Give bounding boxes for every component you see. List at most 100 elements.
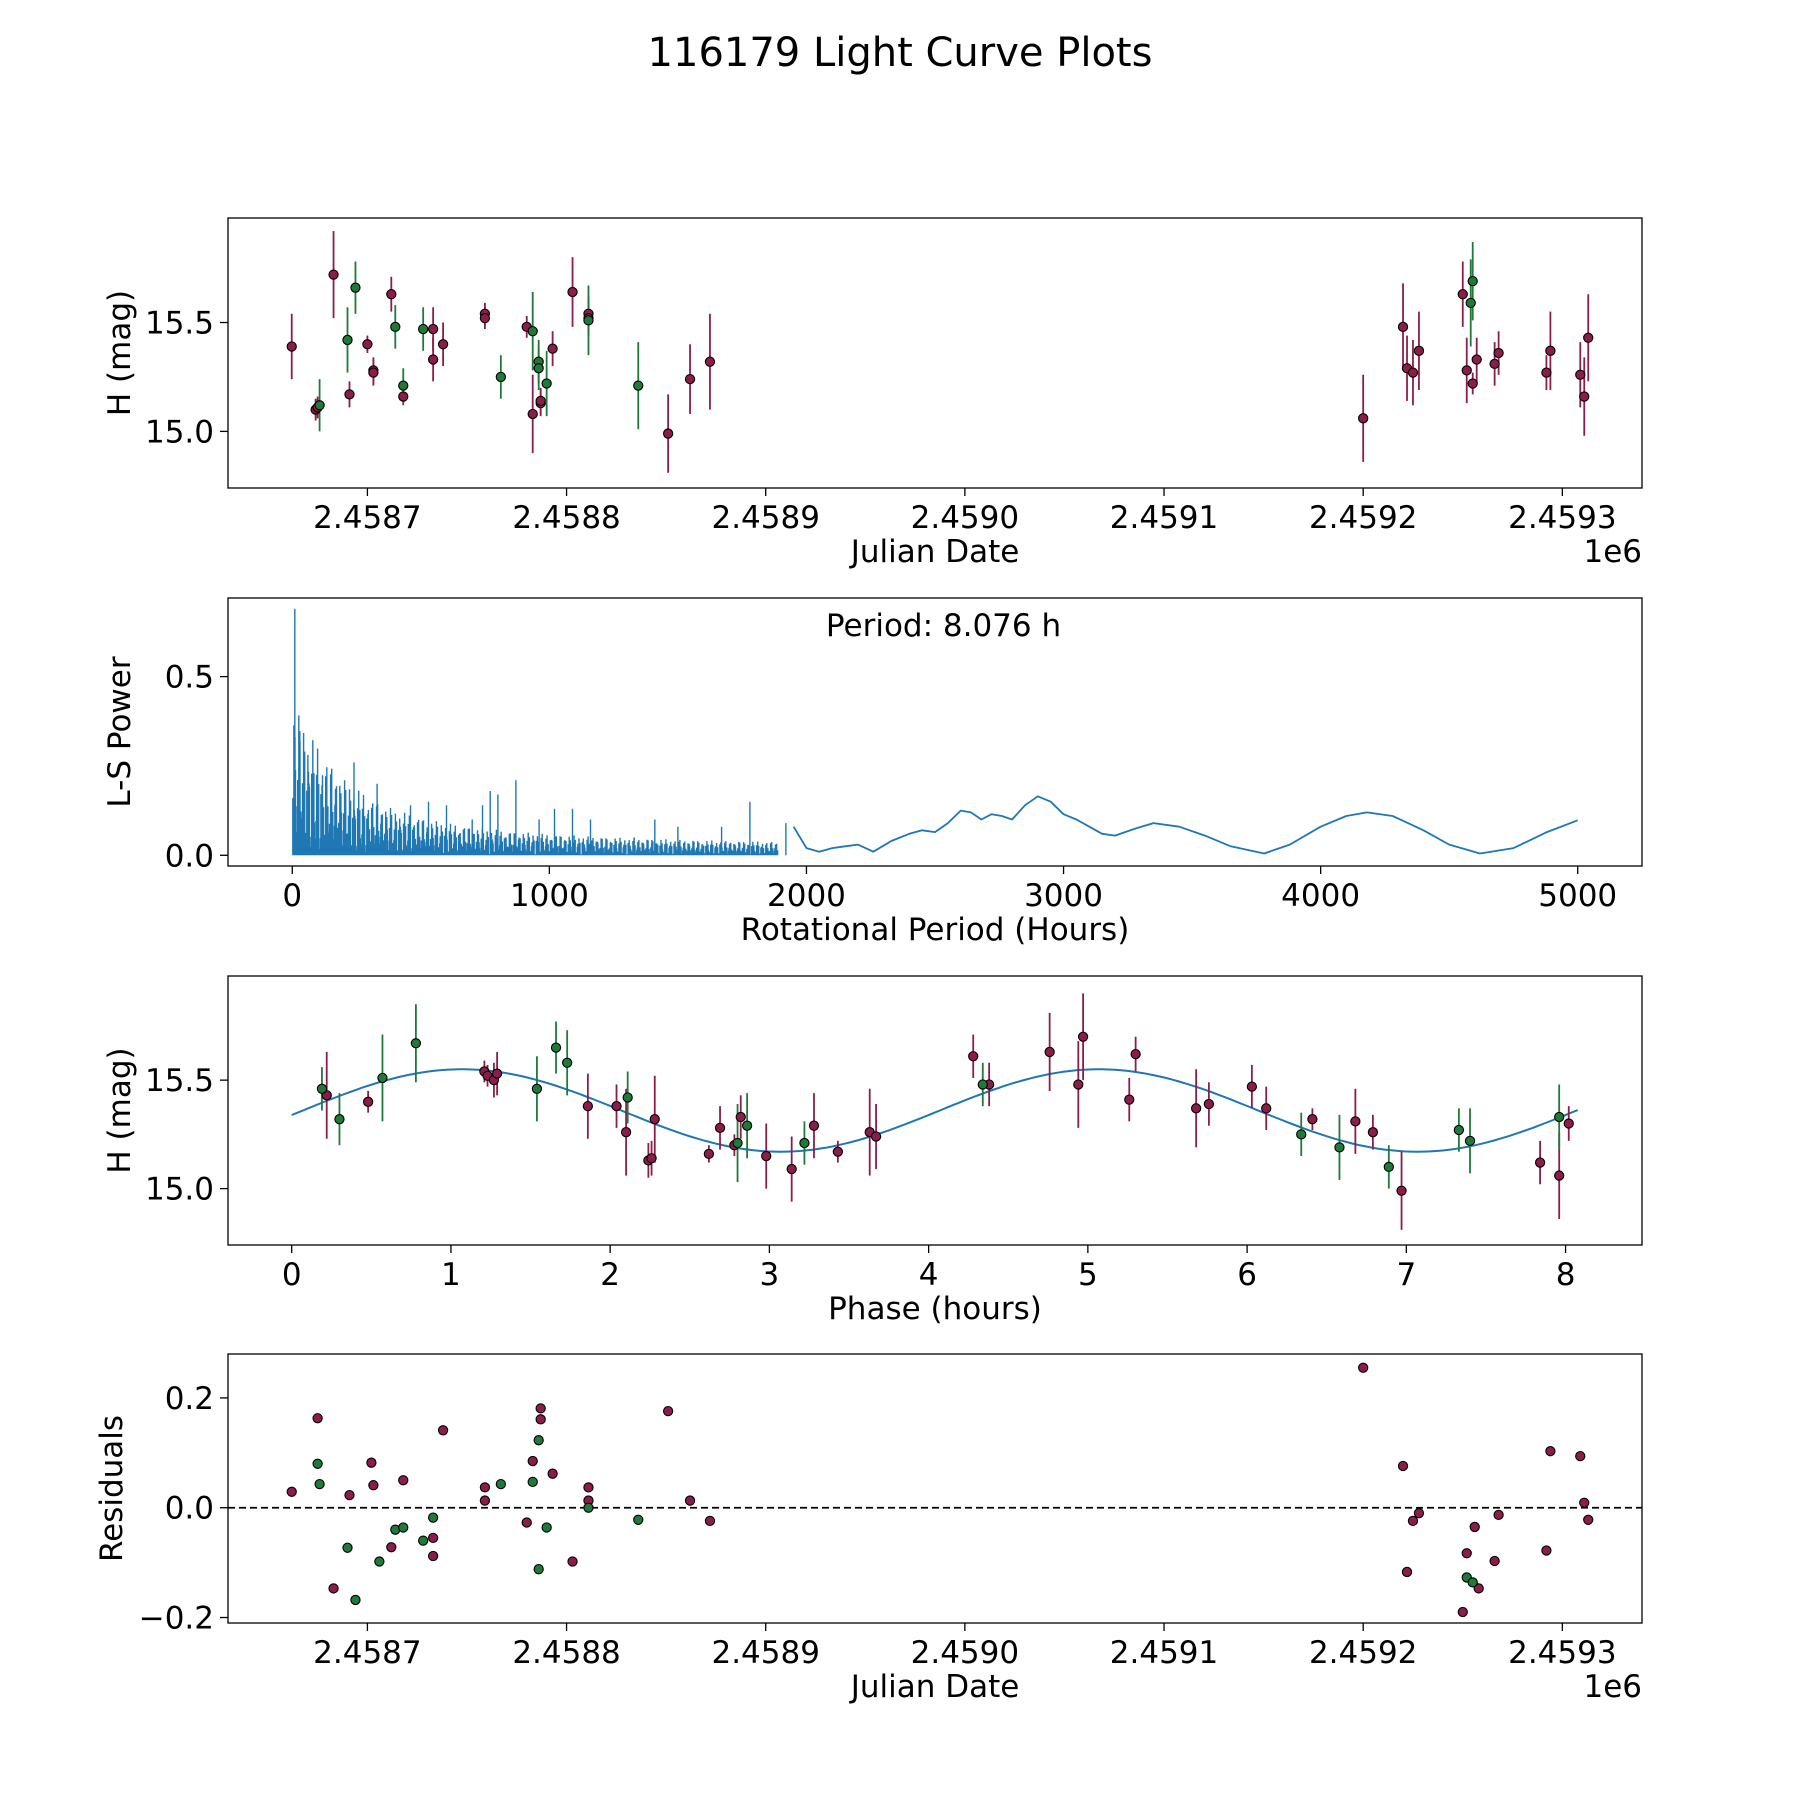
green-data-point bbox=[741, 1120, 753, 1131]
red-data-point bbox=[684, 373, 696, 385]
red-data-point bbox=[1471, 354, 1482, 365]
x-tick-label: 0 bbox=[282, 1257, 302, 1293]
x-tick-label: 2.4588 bbox=[512, 1635, 620, 1671]
red-data-point bbox=[1073, 1079, 1084, 1090]
residuals-panel: 2.4587 2.4588 2.4589 2.4590 2.4591 2.4592 2.45… bbox=[94, 1353, 1643, 1705]
red-data-point bbox=[437, 339, 449, 350]
red-data-point bbox=[611, 1101, 622, 1112]
red-data-point bbox=[427, 354, 439, 365]
y-tick-label: 0.2 bbox=[165, 1381, 214, 1417]
green-data-point bbox=[495, 371, 506, 383]
green-data-point bbox=[314, 1478, 325, 1490]
periodogram-plot-area bbox=[292, 608, 1579, 856]
red-data-point bbox=[832, 1146, 844, 1157]
red-data-point bbox=[1203, 1098, 1215, 1110]
red-data-point bbox=[1413, 1508, 1425, 1519]
red-data-point bbox=[1367, 1127, 1379, 1138]
red-data-point bbox=[1190, 1103, 1202, 1114]
red-data-point bbox=[1397, 1460, 1409, 1472]
red-data-point bbox=[649, 1114, 660, 1125]
y-tick-label: 15.5 bbox=[145, 306, 214, 342]
red-data-point bbox=[1575, 1450, 1586, 1462]
red-data-point bbox=[547, 1468, 558, 1479]
y-tick-label: 15.0 bbox=[145, 414, 214, 450]
red-data-point bbox=[1534, 1157, 1546, 1168]
x-tick-label: 5 bbox=[1078, 1257, 1098, 1293]
green-data-point bbox=[374, 1556, 385, 1567]
red-data-point bbox=[427, 323, 439, 335]
x-tick-label: 2.4591 bbox=[1110, 1635, 1218, 1671]
red-data-point bbox=[1575, 369, 1586, 380]
red-data-point bbox=[1473, 1583, 1484, 1594]
red-data-point bbox=[1489, 358, 1500, 370]
x-tick-label: 2.4587 bbox=[313, 1635, 421, 1671]
red-data-point bbox=[1583, 1514, 1594, 1525]
phase-folded-panel: 0 1 2 3 4 5 6 7 8 15.0 15.5 Phase (hours) H (mag) bbox=[102, 975, 1643, 1327]
x-tick-label: 2.4590 bbox=[911, 1635, 1019, 1671]
red-data-point bbox=[386, 1542, 397, 1553]
red-data-point bbox=[527, 408, 538, 420]
red-data-point bbox=[704, 1515, 716, 1527]
red-data-point bbox=[1457, 289, 1468, 300]
green-data-point bbox=[312, 1458, 323, 1469]
red-data-point bbox=[1407, 1515, 1419, 1527]
red-data-point bbox=[1044, 1046, 1055, 1058]
green-data-point bbox=[427, 1512, 439, 1523]
red-data-point bbox=[1397, 321, 1409, 333]
red-data-point bbox=[704, 356, 716, 367]
periodogram-dense-peaks bbox=[292, 608, 787, 856]
red-data-point bbox=[582, 1101, 594, 1112]
red-data-point bbox=[437, 1425, 449, 1436]
green-data-point bbox=[527, 1476, 538, 1488]
red-data-point bbox=[286, 341, 297, 352]
green-data-point bbox=[1296, 1129, 1307, 1140]
x-tick-label: 2 bbox=[600, 1257, 620, 1293]
green-data-point bbox=[350, 282, 361, 293]
green-data-point bbox=[410, 1038, 422, 1049]
x-tick-label: 6 bbox=[1237, 1257, 1257, 1293]
green-data-point bbox=[531, 1083, 543, 1094]
green-data-point bbox=[1465, 297, 1476, 309]
y-tick-label: 0.0 bbox=[165, 1491, 214, 1527]
red-data-point bbox=[312, 1413, 323, 1424]
x-tick-label: 2.4592 bbox=[1309, 500, 1417, 536]
x-tick-label: 2.4593 bbox=[1508, 1635, 1616, 1671]
red-data-point bbox=[1554, 1170, 1565, 1181]
x-tick-label: 2.4589 bbox=[711, 1635, 819, 1671]
x-tick-label: 2.4588 bbox=[512, 500, 620, 536]
green-data-point bbox=[1464, 1135, 1476, 1147]
red-data-point bbox=[1493, 1509, 1504, 1521]
red-data-point bbox=[368, 367, 379, 378]
green-data-point bbox=[550, 1042, 562, 1053]
y-axis-label: H (mag) bbox=[102, 290, 138, 416]
y-tick-label: −0.2 bbox=[139, 1601, 214, 1637]
periodogram-long-period-curve bbox=[792, 795, 1579, 855]
red-data-point bbox=[286, 1486, 297, 1497]
green-data-point bbox=[377, 1072, 388, 1084]
green-data-point bbox=[418, 1535, 429, 1546]
green-data-point bbox=[398, 1522, 409, 1533]
light-curve-panel: 2.4587 2.4588 2.4589 2.4590 2.4591 2.4592 2.45… bbox=[102, 217, 1643, 570]
green-data-point bbox=[1554, 1111, 1565, 1123]
red-data-point bbox=[427, 1550, 439, 1562]
x-tick-label: 2.4587 bbox=[313, 500, 421, 536]
red-data-point bbox=[547, 343, 558, 354]
x-tick-label: 1000 bbox=[510, 878, 589, 914]
red-data-point bbox=[567, 1556, 578, 1567]
figure-title: 116179 Light Curve Plots bbox=[648, 30, 1153, 76]
x-axis-offset-label: 1e6 bbox=[1583, 534, 1642, 570]
red-data-point bbox=[366, 1457, 377, 1468]
y-tick-label: 0.0 bbox=[165, 838, 214, 874]
red-data-point bbox=[684, 1495, 696, 1506]
x-tick-label: 2.4593 bbox=[1508, 500, 1616, 536]
red-data-point bbox=[703, 1148, 715, 1160]
red-data-point bbox=[1396, 1185, 1407, 1196]
red-data-point bbox=[1579, 1497, 1590, 1508]
sinusoid-fit-line bbox=[291, 1068, 1579, 1153]
red-data-point bbox=[491, 1068, 503, 1079]
red-data-point bbox=[1583, 332, 1594, 343]
red-data-point bbox=[1350, 1116, 1361, 1127]
green-data-point bbox=[350, 1594, 361, 1606]
